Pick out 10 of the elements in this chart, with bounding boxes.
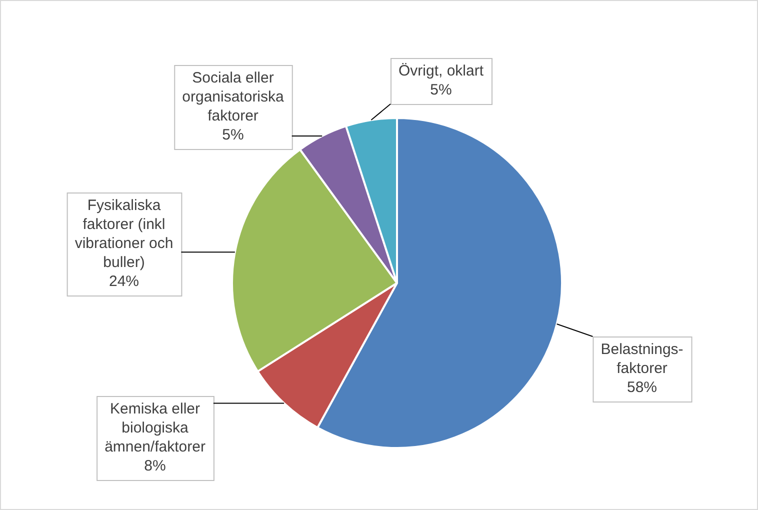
- slice-label: Sociala eller organisatoriska faktorer: [182, 70, 285, 125]
- data-label: 8%: [144, 458, 166, 475]
- data-label: 24%: [108, 273, 140, 290]
- slice-label: Övrigt, oklart: [398, 62, 484, 80]
- data-label: 5%: [222, 126, 244, 144]
- data-label: 5%: [430, 82, 452, 99]
- data-label: 58%: [626, 379, 658, 396]
- slice-label: Belastnings- faktorer: [600, 341, 684, 378]
- slice-label: Fysikaliska faktorer (inkl vibrationer och buller): [74, 197, 174, 272]
- slice-label: Kemiska eller biologiska ämnen/faktorer: [104, 400, 206, 456]
